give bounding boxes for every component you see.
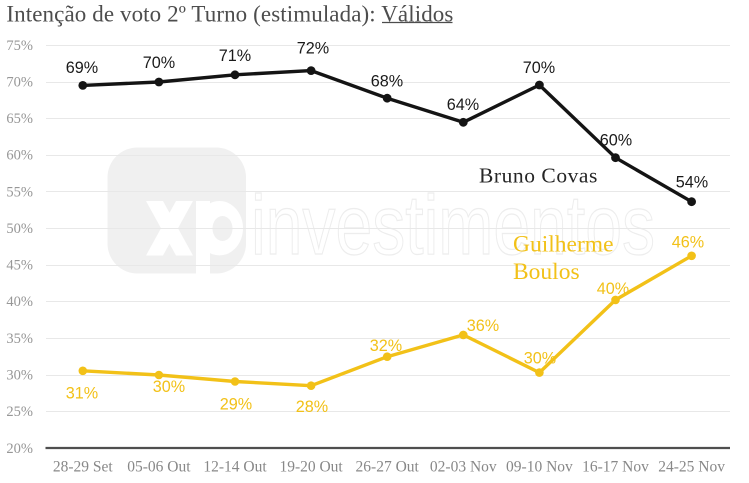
svg-text:40%: 40% xyxy=(6,294,33,310)
svg-text:69%: 69% xyxy=(66,59,98,77)
svg-text:70%: 70% xyxy=(6,74,33,90)
svg-text:54%: 54% xyxy=(676,174,708,192)
svg-text:60%: 60% xyxy=(6,148,33,164)
svg-text:Bruno Covas: Bruno Covas xyxy=(479,164,598,188)
svg-text:55%: 55% xyxy=(6,184,33,200)
svg-text:75%: 75% xyxy=(6,38,33,54)
svg-text:32%: 32% xyxy=(370,337,402,355)
svg-text:64%: 64% xyxy=(447,96,479,114)
svg-text:Guilherme: Guilherme xyxy=(513,231,614,257)
svg-text:46%: 46% xyxy=(672,234,704,252)
svg-text:26-27 Out: 26-27 Out xyxy=(356,459,420,476)
svg-text:09-10 Nov: 09-10 Nov xyxy=(506,459,573,476)
svg-text:30%: 30% xyxy=(6,367,33,383)
svg-text:Intenção de voto 2º Turno (est: Intenção de voto 2º Turno (estimulada): … xyxy=(6,2,453,27)
svg-text:71%: 71% xyxy=(219,47,251,65)
svg-text:28%: 28% xyxy=(296,398,328,416)
svg-text:40%: 40% xyxy=(597,280,629,298)
svg-text:19-20 Out: 19-20 Out xyxy=(279,459,343,476)
svg-text:02-03 Nov: 02-03 Nov xyxy=(430,459,497,476)
svg-text:05-06 Out: 05-06 Out xyxy=(127,459,191,476)
svg-text:45%: 45% xyxy=(6,258,33,274)
svg-text:25%: 25% xyxy=(6,404,33,420)
svg-text:35%: 35% xyxy=(6,331,33,347)
svg-text:29%: 29% xyxy=(220,396,252,414)
svg-text:68%: 68% xyxy=(371,73,403,91)
svg-text:12-14 Out: 12-14 Out xyxy=(203,459,267,476)
svg-text:72%: 72% xyxy=(297,40,329,58)
svg-text:24-25 Nov: 24-25 Nov xyxy=(658,459,725,476)
svg-text:31%: 31% xyxy=(66,385,98,403)
svg-text:60%: 60% xyxy=(600,131,632,149)
svg-text:50%: 50% xyxy=(6,221,33,237)
svg-text:20%: 20% xyxy=(6,441,33,457)
svg-text:30%: 30% xyxy=(524,350,556,368)
svg-text:30%: 30% xyxy=(153,378,185,396)
svg-text:70%: 70% xyxy=(523,59,555,77)
svg-text:investimentos: investimentos xyxy=(251,178,655,272)
svg-text:28-29 Set: 28-29 Set xyxy=(53,459,114,476)
svg-text:65%: 65% xyxy=(6,111,33,127)
svg-text:70%: 70% xyxy=(143,54,175,72)
svg-text:36%: 36% xyxy=(467,317,499,335)
svg-text:16-17 Nov: 16-17 Nov xyxy=(582,459,649,476)
svg-text:Boulos: Boulos xyxy=(513,259,580,285)
